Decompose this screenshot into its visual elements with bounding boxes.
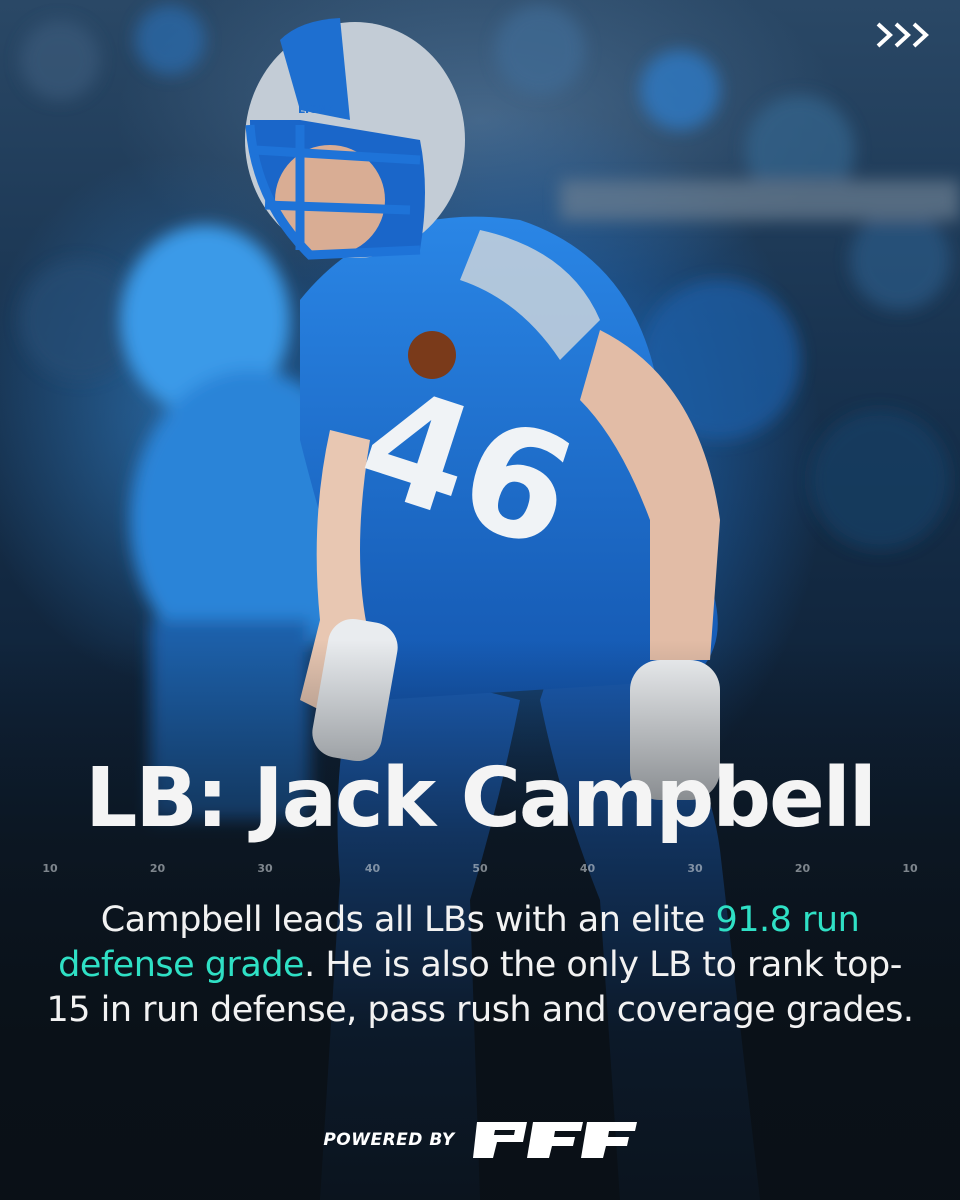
bottom-gradient bbox=[0, 640, 960, 1200]
yard-marker: 10 bbox=[902, 862, 918, 875]
powered-by-footer: POWERED BY bbox=[0, 1120, 960, 1160]
powered-by-label: POWERED BY bbox=[323, 1130, 455, 1150]
yard-marker: 30 bbox=[687, 862, 703, 875]
stat-description: Campbell leads all LBs with an elite 91.… bbox=[40, 898, 920, 1033]
player-headline: LB: Jack Campbell bbox=[85, 751, 877, 846]
stat-text-part1: Campbell leads all LBs with an elite bbox=[100, 900, 716, 940]
yard-marker: 10 bbox=[42, 862, 58, 875]
stat-highlight: 91.8 run defense grade bbox=[58, 900, 860, 985]
yard-marker: 40 bbox=[579, 862, 596, 875]
helmet-label: LIONS bbox=[298, 103, 336, 116]
pff-logo-icon bbox=[472, 1122, 637, 1158]
yard-marker: 40 bbox=[364, 862, 381, 875]
yard-markers: 10 20 30 40 50 40 30 20 10 bbox=[30, 862, 930, 875]
yard-marker: 20 bbox=[149, 862, 166, 875]
stat-text-part2: . He is also the only LB to rank top-15 … bbox=[46, 945, 914, 1030]
yard-marker: 30 bbox=[257, 862, 273, 875]
swipe-chevrons-icon bbox=[876, 22, 929, 48]
yard-marker: 50 bbox=[472, 862, 488, 875]
yard-marker: 20 bbox=[794, 862, 811, 875]
